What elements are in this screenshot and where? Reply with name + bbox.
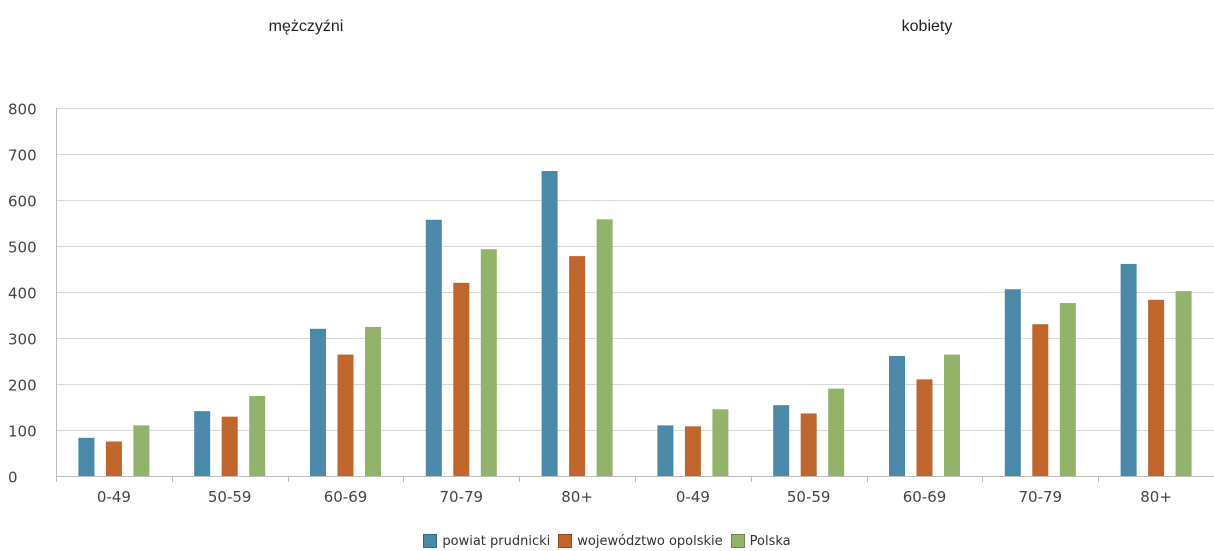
bar	[78, 437, 95, 476]
y-tick-label: 100	[8, 423, 37, 441]
bar	[1175, 291, 1192, 476]
x-tick-label: 60-69	[903, 488, 947, 506]
group-label-women: kobiety	[901, 18, 953, 35]
bar	[425, 219, 442, 476]
bar	[889, 355, 905, 476]
legend-swatch-wojewodztwo	[558, 534, 573, 548]
bar	[712, 409, 729, 476]
bar	[365, 326, 381, 476]
legend-item-powiat[interactable]: powiat prudnicki	[423, 534, 550, 549]
bar	[569, 256, 586, 476]
x-tick-label: 0-49	[97, 488, 131, 506]
x-tick-label: 50-59	[787, 488, 831, 506]
bar	[1148, 299, 1165, 476]
bar-chart: 0 100 200 300 400 500 600 700 800 0-49 50-59 60-69 7…	[8, 101, 1214, 506]
bar	[773, 405, 790, 476]
x-tick-label: 60-69	[324, 488, 368, 506]
y-tick-label: 700	[8, 147, 37, 165]
x-tick-label: 80+	[561, 488, 593, 506]
bar	[1059, 303, 1076, 476]
y-tick-label: 500	[8, 239, 37, 257]
bar	[944, 354, 960, 476]
bar	[800, 413, 817, 476]
bar	[1004, 289, 1021, 476]
bar	[541, 171, 558, 476]
legend-label-polska: Polska	[749, 533, 791, 549]
y-tick-label: 400	[8, 285, 37, 303]
legend-swatch-powiat	[423, 534, 438, 548]
bar	[194, 411, 211, 476]
bar	[1032, 324, 1049, 476]
y-tick-label: 200	[8, 377, 37, 395]
x-tick-label: 70-79	[440, 488, 484, 506]
y-tick-label: 0	[8, 469, 18, 487]
legend-label-powiat: powiat prudnicki	[442, 533, 551, 549]
bar	[105, 441, 122, 476]
x-tick-label: 50-59	[208, 488, 252, 506]
x-tick-label: 70-79	[1019, 488, 1063, 506]
x-tick-label: 80+	[1140, 488, 1172, 506]
legend: powiat prudnicki województwo opolskie Po…	[0, 531, 1214, 551]
legend-item-wojewodztwo[interactable]: województwo opolskie	[558, 533, 723, 549]
bar	[596, 219, 613, 476]
legend-label-wojewodztwo: województwo opolskie	[577, 533, 723, 549]
bar	[310, 328, 326, 476]
bar	[684, 426, 701, 476]
group-label-men: mężczyźni	[268, 18, 344, 35]
bar	[480, 249, 497, 476]
bar	[133, 425, 150, 476]
bar	[221, 416, 238, 476]
bar	[828, 388, 845, 476]
bar	[916, 379, 933, 476]
y-tick-label: 800	[8, 101, 37, 119]
bar	[337, 354, 354, 476]
bar	[657, 425, 674, 476]
legend-swatch-polska	[730, 534, 745, 548]
bar	[453, 282, 470, 476]
legend-item-polska[interactable]: Polska	[730, 533, 791, 549]
bar	[249, 395, 266, 476]
bar	[1120, 263, 1137, 476]
y-tick-label: 600	[8, 193, 37, 211]
x-tick-label: 0-49	[676, 488, 710, 506]
y-tick-label: 300	[8, 331, 37, 349]
